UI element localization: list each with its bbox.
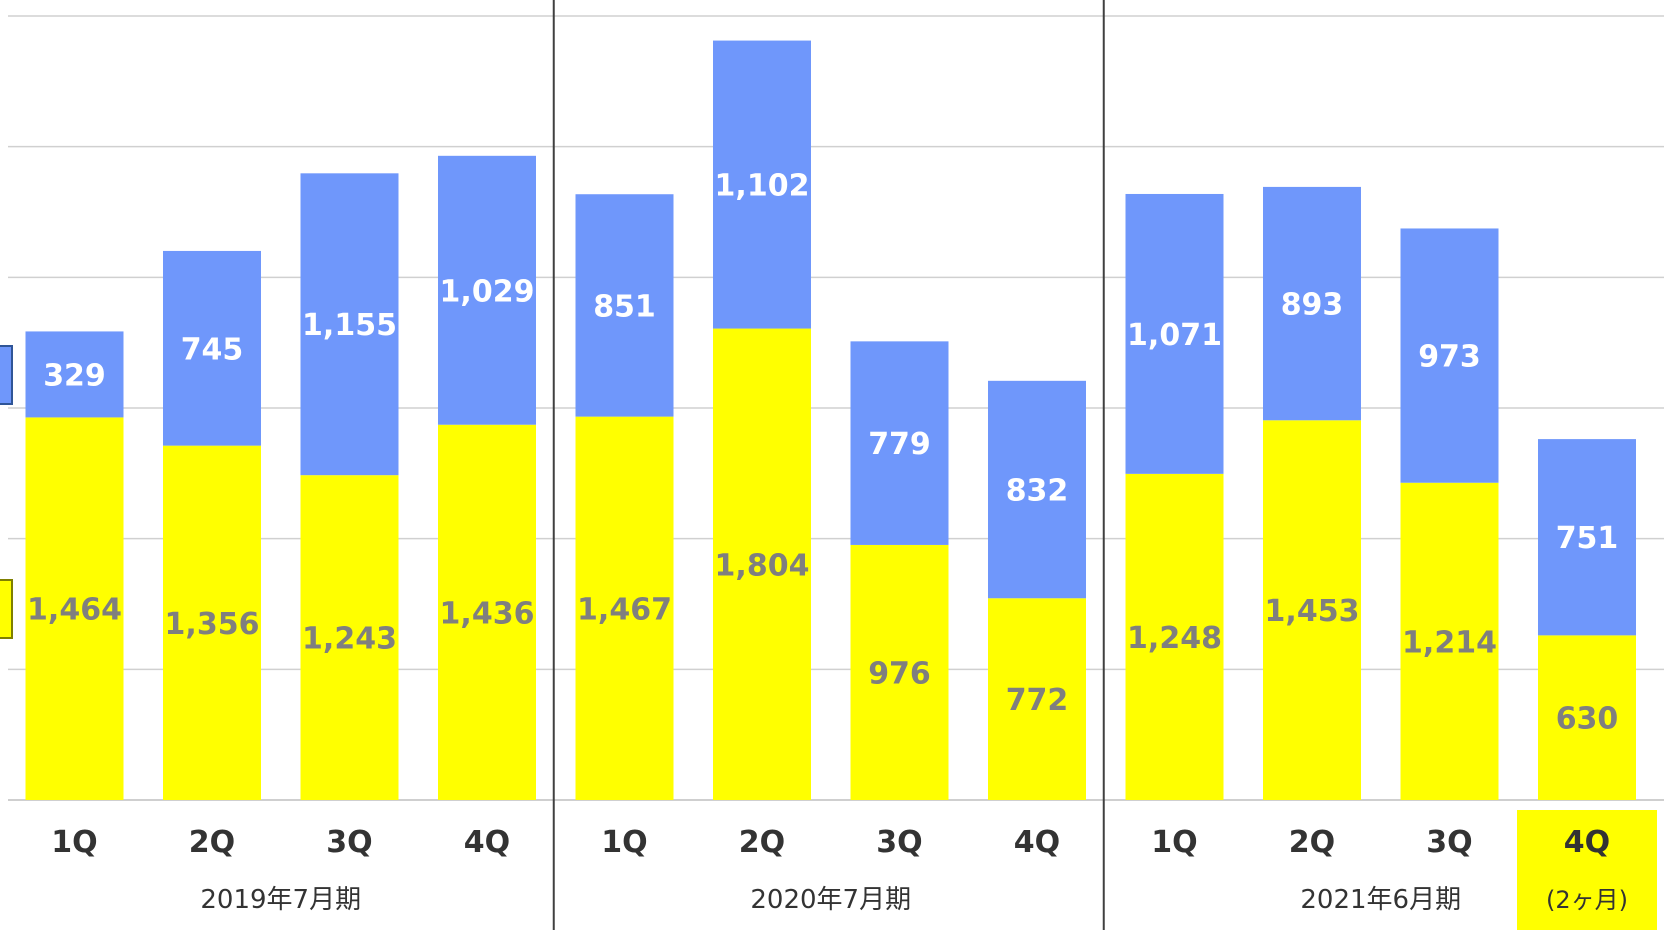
bar-segment-series1 (850, 341, 949, 545)
bar-segment-series1 (438, 155, 536, 425)
bar-segment-series1 (988, 380, 1086, 599)
bar-segment-series0 (713, 328, 811, 800)
highlight-last-category (1517, 810, 1657, 930)
category-tick-label: 4Q (1014, 825, 1060, 860)
bar-segment-series1 (25, 331, 124, 418)
legend-swatch-series1 (0, 345, 13, 405)
data-label-series0: 1,453 (1265, 594, 1360, 629)
bar-segment-series1 (163, 250, 261, 446)
data-label-series1: 329 (43, 358, 106, 393)
bar-segment-series0 (988, 598, 1086, 800)
data-label-series1: 832 (1006, 474, 1069, 509)
data-label-series1: 779 (868, 427, 931, 462)
data-label-series0: 1,436 (440, 596, 535, 631)
legend-stubs (0, 345, 13, 639)
data-label-series1: 973 (1418, 340, 1481, 375)
group-note: (2ヶ月) (1546, 886, 1628, 914)
category-tick-label: 2Q (1289, 825, 1335, 860)
data-label-series1: 893 (1281, 288, 1344, 323)
data-label-series0: 1,214 (1402, 625, 1497, 660)
data-label-series1: 851 (593, 289, 656, 324)
bar-segment-series0 (163, 445, 261, 800)
data-label-series1: 751 (1556, 521, 1619, 556)
category-tick-label: 3Q (1426, 825, 1472, 860)
category-tick-label: 4Q (1564, 825, 1610, 860)
category-tick-label: 3Q (876, 825, 922, 860)
category-tick-label: 2Q (189, 825, 235, 860)
bar-segment-series0 (1538, 635, 1636, 800)
group-label: 2020年7月期 (750, 885, 911, 915)
category-tick-label: 1Q (1151, 825, 1197, 860)
data-label-series0: 1,243 (302, 622, 397, 657)
data-label-series0: 976 (868, 656, 931, 691)
bar-segment-series0 (1400, 482, 1499, 800)
bar-segment-series1 (713, 40, 811, 329)
data-label-series0: 1,248 (1127, 621, 1222, 656)
data-label-series0: 630 (1556, 702, 1619, 737)
category-tick-label: 3Q (326, 825, 372, 860)
value-labels: 1,464 329 1,356 745 1,243 1,155 1,436 1,029 1,46… (27, 169, 1618, 737)
group-label: 2021年6月期 (1300, 885, 1461, 915)
data-label-series1: 1,029 (440, 274, 535, 309)
category-tick-label: 1Q (601, 825, 647, 860)
bar-segment-series0 (300, 475, 399, 800)
data-label-series1: 1,155 (302, 308, 397, 343)
data-label-series0: 1,467 (577, 592, 672, 627)
data-label-series0: 1,464 (27, 593, 122, 628)
gridlines (8, 15, 1664, 801)
bar-segment-series0 (1125, 473, 1224, 800)
data-label-series0: 1,356 (165, 607, 260, 642)
bar-segment-series0 (438, 424, 536, 800)
category-tick-label: 1Q (51, 825, 97, 860)
data-label-series0: 1,804 (715, 548, 810, 583)
data-label-series0: 772 (1006, 683, 1069, 718)
bars (25, 40, 1636, 800)
bar-segment-series1 (1400, 228, 1499, 483)
bar-segment-series1 (300, 173, 399, 476)
category-tick-label: 2Q (739, 825, 785, 860)
bar-segment-series0 (1263, 420, 1361, 800)
bar-segment-series1 (1538, 439, 1636, 636)
data-label-series1: 745 (181, 332, 244, 367)
group-label: 2019年7月期 (200, 885, 361, 915)
bar-segment-series0 (25, 417, 124, 800)
x-axis: 1Q 2Q 3Q 4Q 1Q 2Q 3Q 4Q 1Q 2Q 3Q 4Q 2019年7月期 2020年7月期… (51, 0, 1657, 930)
bar-segment-series0 (575, 416, 674, 800)
legend-swatch-series0 (0, 579, 13, 639)
bar-segment-series1 (1263, 186, 1361, 421)
data-label-series1: 1,102 (715, 169, 810, 204)
bar-segment-series1 (1125, 193, 1224, 474)
category-tick-label: 4Q (464, 825, 510, 860)
data-label-series1: 1,071 (1127, 318, 1222, 353)
bar-segment-series0 (850, 544, 949, 800)
bar-segment-series1 (575, 194, 674, 417)
